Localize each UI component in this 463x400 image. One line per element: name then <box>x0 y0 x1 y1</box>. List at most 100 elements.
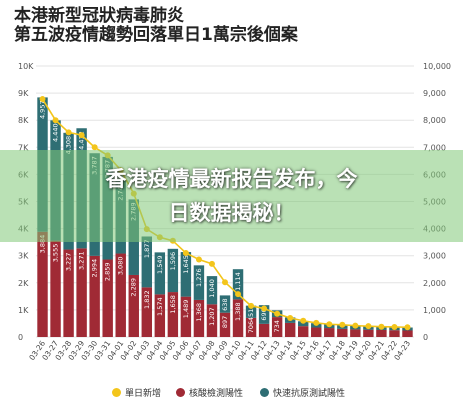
legend-label-pcr: 核酸檢測陽性 <box>189 389 244 399</box>
bar-pcr <box>115 253 126 337</box>
pcr-data-label: 3,080 <box>117 257 125 276</box>
daily-total-point <box>78 132 85 139</box>
bar-pcr <box>297 326 309 337</box>
bar-pcr <box>311 327 322 337</box>
y-tick-label-right: 10,000 <box>423 62 451 71</box>
pcr-data-label: 897 <box>221 316 229 328</box>
daily-total-point <box>287 315 294 322</box>
y-tick-label-right: 9,000 <box>423 89 446 98</box>
pcr-data-label: 1,207 <box>208 307 216 326</box>
pcr-data-label: 3,555 <box>52 244 60 263</box>
daily-total-point <box>91 144 98 151</box>
y-tick-label-left: 2K <box>18 279 29 288</box>
pcr-data-label: 3,227 <box>65 253 73 272</box>
daily-total-point <box>65 129 72 136</box>
bar-pcr <box>102 259 113 337</box>
rat-data-label: 1,645 <box>182 255 190 274</box>
daily-total-point <box>339 321 346 328</box>
y-tick-label-left: 3K <box>18 252 29 261</box>
rat-data-label: 4,957 <box>39 100 47 119</box>
legend-item-daily: 單日新增 <box>112 386 161 399</box>
y-tick-label-left: 9K <box>18 89 29 98</box>
y-tick-label-left: 0 <box>18 333 23 342</box>
legend-dot-daily <box>112 388 121 397</box>
bar-rat <box>193 265 205 300</box>
pcr-data-label: 1,574 <box>156 297 164 316</box>
daily-total-point <box>326 321 333 328</box>
rat-data-label: 4,308 <box>65 136 73 155</box>
rat-data-label: 1,276 <box>195 268 203 287</box>
bar-pcr <box>193 299 205 337</box>
daily-total-point <box>274 310 281 317</box>
rat-data-label: 1,877 <box>143 239 151 258</box>
daily-total-point <box>208 260 215 267</box>
legend-item-pcr: 核酸檢測陽性 <box>176 386 243 399</box>
daily-total-point <box>39 96 46 103</box>
bar-pcr <box>245 317 257 337</box>
pcr-data-label: 2,994 <box>91 259 99 278</box>
chart-title-line2: 第五波疫情趨勢回落單日1萬宗後個案 <box>14 25 298 45</box>
bar-pcr <box>271 317 283 337</box>
daily-total-point <box>248 302 255 309</box>
daily-total-point <box>365 323 372 330</box>
daily-total-point <box>352 322 359 329</box>
y-tick-label-left: 7K <box>18 143 29 152</box>
legend-dot-rat <box>260 388 269 397</box>
pcr-data-label: 1,388 <box>234 302 242 321</box>
bar-pcr <box>141 287 153 337</box>
bar-pcr <box>402 330 413 337</box>
pcr-data-label: 2,289 <box>130 278 138 297</box>
bar-rat <box>219 295 231 313</box>
bar-rat <box>245 305 257 318</box>
pcr-data-label: 734 <box>273 320 281 332</box>
y-tick-label-right: 3,000 <box>423 252 446 261</box>
daily-total-point <box>313 319 320 326</box>
rat-data-label: 690 <box>260 308 268 320</box>
legend-item-rat: 快速抗原測試陽性 <box>260 386 345 399</box>
bar-pcr <box>89 255 100 337</box>
rat-data-label: 1,040 <box>208 279 216 298</box>
rat-data-label: 4,440 <box>52 123 60 142</box>
daily-total-point <box>300 317 307 324</box>
bar-pcr <box>350 329 361 337</box>
y-tick-label-left: 8K <box>18 116 29 125</box>
bar-pcr <box>337 328 348 337</box>
y-tick-label-right: 1,000 <box>423 306 446 315</box>
y-tick-label-right: 0 <box>423 333 428 342</box>
chart-title-line1: 本港新型冠狀病毒肺炎 <box>14 6 184 26</box>
bar-pcr <box>37 231 48 337</box>
y-tick-label-left: 1K <box>18 306 29 315</box>
daily-total-point <box>235 291 242 298</box>
bar-pcr <box>76 248 87 337</box>
headline-line1: 香港疫情最新报告发布，今 <box>105 167 358 191</box>
bar-pcr <box>50 240 61 337</box>
daily-total-point <box>391 323 398 330</box>
bar-pcr <box>324 328 335 337</box>
bar-pcr <box>180 296 192 337</box>
pcr-data-label: 3,271 <box>78 251 86 270</box>
rat-data-label: 4,432 <box>78 131 86 150</box>
pcr-data-label: 1,489 <box>182 300 190 319</box>
rat-data-label: 1,596 <box>169 252 177 271</box>
legend-label-rat: 快速抗原測試陽性 <box>273 389 346 399</box>
y-tick-label-right: 8,000 <box>423 116 446 125</box>
bar-rat <box>180 252 192 297</box>
rat-data-label: 638 <box>221 298 229 310</box>
daily-total-point <box>261 305 268 312</box>
daily-total-point <box>378 323 385 330</box>
legend-label-daily: 單日新增 <box>125 389 162 399</box>
daily-total-point <box>222 279 228 286</box>
bar-rat <box>141 236 153 288</box>
y-tick-label-right: 7,000 <box>423 143 446 152</box>
bar-pcr <box>154 294 166 337</box>
bar-rat <box>154 252 166 295</box>
rat-data-label: 1,549 <box>156 255 164 274</box>
daily-total-point <box>182 249 189 256</box>
bar-pcr <box>284 322 296 337</box>
bar-pcr <box>206 304 218 337</box>
pcr-data-label: 2,859 <box>104 263 112 282</box>
legend-dot-pcr <box>176 388 185 397</box>
bar-pcr <box>63 249 74 337</box>
bar-rat <box>258 305 270 324</box>
pcr-data-label: 706 <box>247 321 255 333</box>
